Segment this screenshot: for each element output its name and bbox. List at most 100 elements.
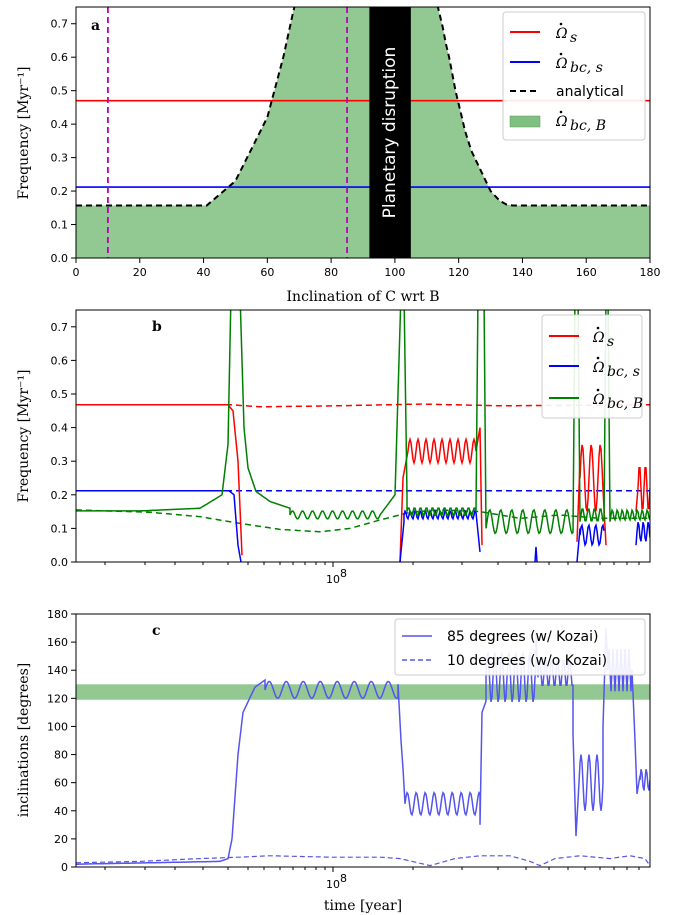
y-tick-label: 40 — [54, 805, 68, 818]
x-axis-label-a: Inclination of C wrt B — [287, 289, 440, 305]
x-tick-label: 0 — [73, 266, 80, 279]
y-tick-label: 0.5 — [51, 85, 69, 98]
x-axis-label-c: time [year] — [324, 898, 402, 914]
y-tick-label: 180 — [47, 608, 68, 621]
svg-text:bc, B: bc, B — [570, 118, 606, 134]
svg-text:Ω: Ω — [592, 392, 605, 408]
x-tick-label: 20 — [133, 266, 147, 279]
y-ticks-b: 0.0 0.1 0.2 0.3 0.4 0.5 0.6 0.7 — [51, 321, 76, 569]
planetary-disruption-band — [369, 7, 411, 258]
panel-a: Planetary disruption 0 20 40 60 80 100 120 140 1… — [16, 6, 661, 305]
y-tick-label: 0.1 — [51, 219, 69, 232]
line-analytical — [76, 7, 650, 207]
legend-label-analytical: analytical — [556, 84, 624, 100]
line-omega-s — [76, 404, 650, 562]
y-tick-label: 0 — [61, 861, 68, 874]
y-tick-label: 0.2 — [51, 185, 69, 198]
x-tick-label: 120 — [448, 266, 469, 279]
y-tick-label: 0.6 — [51, 354, 69, 367]
x-minor-ticks-c — [104, 867, 640, 870]
y-ticks-c: 0 20 40 60 80 100 120 140 160 180 — [47, 608, 76, 874]
svg-text:8: 8 — [340, 567, 347, 580]
svg-text:bc, s: bc, s — [607, 364, 640, 380]
svg-text:Ω: Ω — [592, 330, 605, 346]
y-tick-label: 0.3 — [51, 455, 69, 468]
x-tick-label: 40 — [197, 266, 211, 279]
y-tick-label: 0.0 — [51, 252, 69, 265]
y-tick-label: 0.5 — [51, 388, 69, 401]
y-tick-label: 120 — [47, 692, 68, 705]
y-tick-label: 0.3 — [51, 152, 69, 165]
svg-text:10: 10 — [326, 573, 340, 586]
line-omega-bc-s — [76, 490, 650, 562]
x-tick-label: 160 — [576, 266, 597, 279]
svg-text:Ω: Ω — [555, 114, 568, 130]
panel-label-a: a — [91, 18, 100, 34]
fill-omega-bc-B — [76, 7, 650, 258]
y-tick-label: 0.7 — [51, 321, 69, 334]
svg-text:Ω: Ω — [555, 56, 568, 72]
y-axis-label-b: Frequency [Myr⁻¹] — [16, 369, 32, 502]
x-tick-label-1e8-b: 10 8 — [326, 567, 347, 586]
x-ticks-a: 0 20 40 60 80 100 120 140 160 180 — [73, 258, 661, 279]
y-tick-label: 140 — [47, 664, 68, 677]
svg-text:bc, s: bc, s — [570, 60, 603, 76]
x-minor-ticks-b — [104, 562, 640, 565]
svg-text:bc, B: bc, B — [607, 396, 643, 412]
y-tick-label: 0.7 — [51, 18, 69, 31]
y-tick-label: 100 — [47, 720, 68, 733]
y-tick-label: 0.1 — [51, 522, 69, 535]
x-tick-label: 140 — [512, 266, 533, 279]
y-axis-label-a: Frequency [Myr⁻¹] — [16, 66, 32, 199]
planetary-disruption-label: Planetary disruption — [380, 47, 400, 219]
svg-text:s: s — [570, 30, 577, 46]
y-tick-label: 60 — [54, 777, 68, 790]
svg-text:Ω: Ω — [592, 360, 605, 376]
line-omega-bc-B — [76, 310, 650, 535]
svg-text:8: 8 — [340, 872, 347, 885]
line-omega-bc-B-dashed — [76, 509, 650, 533]
y-tick-label: 0.2 — [51, 489, 69, 502]
x-tick-label: 60 — [260, 266, 274, 279]
panel-label-b: b — [152, 319, 162, 335]
panel-b: 0.0 0.1 0.2 0.3 0.4 0.5 0.6 0.7 10 8 b Frequenc… — [16, 309, 651, 586]
legend-label-85-degrees: 85 degrees (w/ Kozai) — [447, 629, 598, 645]
panel-label-c: c — [152, 623, 161, 639]
y-tick-label: 20 — [54, 833, 68, 846]
x-tick-label: 80 — [324, 266, 338, 279]
y-ticks-a: 0.0 0.1 0.2 0.3 0.4 0.5 0.6 0.7 — [51, 18, 76, 265]
x-tick-label: 180 — [640, 266, 661, 279]
x-tick-label-1e8-c: 10 8 — [326, 872, 347, 891]
legend-c: 85 degrees (w/ Kozai) 10 degrees (w/o Ko… — [394, 618, 646, 676]
y-tick-label: 0.4 — [51, 118, 69, 131]
legend-label-10-degrees: 10 degrees (w/o Kozai) — [447, 653, 607, 669]
y-axis-label-c: inclinations [degrees] — [16, 663, 32, 817]
x-tick-label: 100 — [384, 266, 405, 279]
y-tick-label: 160 — [47, 636, 68, 649]
legend-box-b — [541, 314, 643, 419]
legend-swatch-omega-bc-B — [509, 115, 541, 128]
axes-frame-c — [75, 613, 651, 868]
y-tick-label: 80 — [54, 749, 68, 762]
panel-c: 0 20 40 60 80 100 120 140 160 180 10 8 time [year… — [16, 608, 651, 914]
y-tick-label: 0.6 — [51, 51, 69, 64]
legend-box-c — [394, 618, 646, 676]
legend-box-a — [502, 11, 646, 141]
axes-frame-b — [75, 309, 651, 563]
svg-text:Ω: Ω — [555, 26, 568, 42]
svg-text:10: 10 — [326, 878, 340, 891]
axes-frame-a — [75, 6, 651, 259]
svg-text:s: s — [607, 334, 614, 350]
y-tick-label: 0.4 — [51, 422, 69, 435]
y-tick-label: 0.0 — [51, 556, 69, 569]
line-10-degrees-no-kozai — [76, 855, 650, 867]
